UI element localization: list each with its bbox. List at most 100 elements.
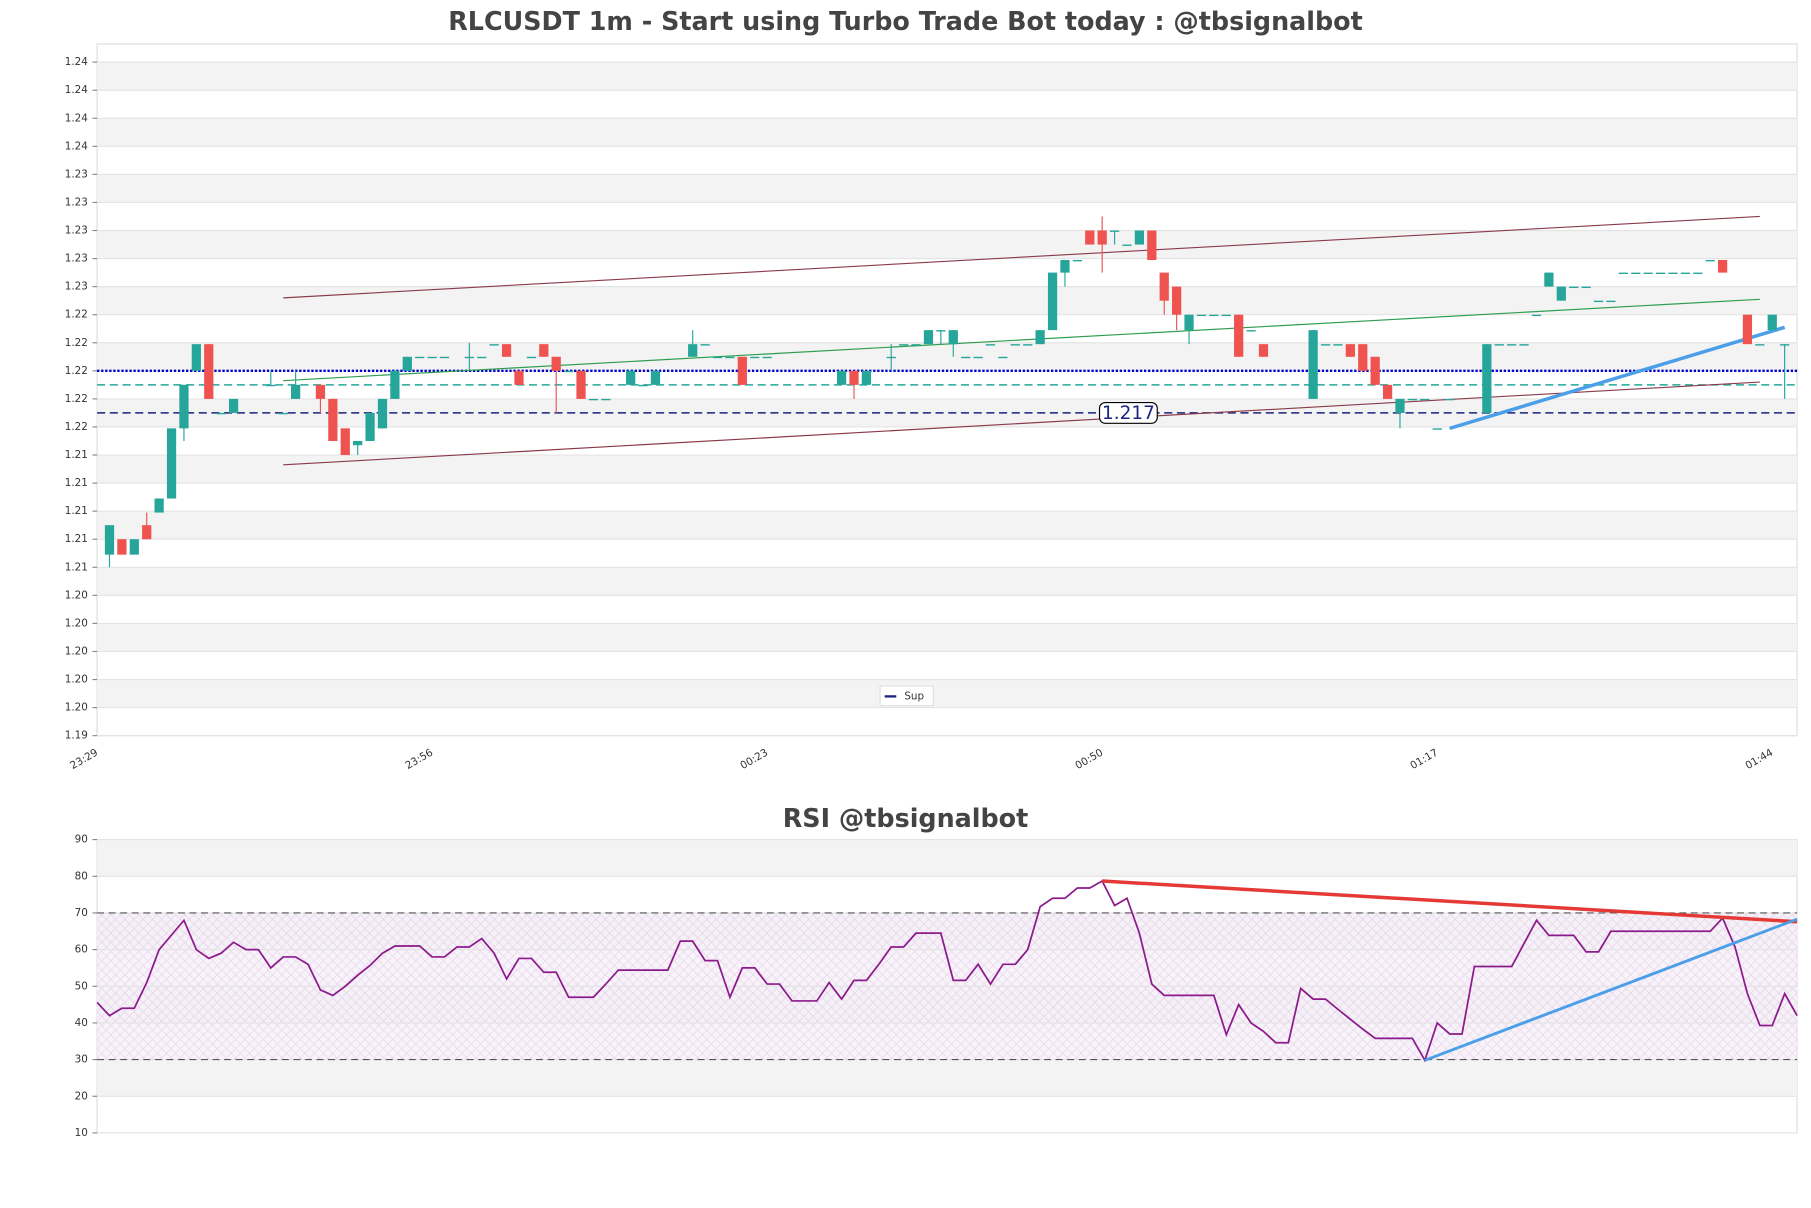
candle-body — [266, 384, 276, 387]
trendline — [1424, 917, 1798, 1062]
stripe — [97, 567, 1798, 596]
candle-body — [1755, 344, 1765, 346]
candle-body — [762, 356, 772, 359]
candle-body — [1159, 272, 1169, 301]
candle-body — [526, 356, 537, 359]
candle-body — [1023, 344, 1033, 346]
candle-body — [1531, 314, 1542, 317]
candle-body — [1209, 314, 1219, 317]
candle-body — [1085, 230, 1095, 245]
candle-body — [117, 539, 127, 555]
y-tick-label: 1.22 — [65, 337, 88, 349]
plot-area — [96, 43, 1798, 737]
y-tick-label: 1.21 — [65, 561, 88, 573]
legend-label: Sup — [904, 690, 924, 702]
y-tick-label: 90 — [75, 834, 88, 846]
candle-body — [1234, 314, 1244, 357]
candle-body — [998, 356, 1008, 359]
candle-body — [1134, 230, 1145, 245]
candle-body — [1196, 314, 1207, 317]
candle-body — [1556, 286, 1566, 301]
candle-body — [402, 356, 412, 371]
y-tick-label: 1.22 — [65, 309, 88, 321]
trendline — [1449, 325, 1786, 431]
y-tick-label: 1.23 — [65, 168, 88, 180]
y-tick-label: 1.20 — [65, 617, 88, 629]
y-tick-label: 1.24 — [65, 84, 88, 96]
stripe — [97, 230, 1798, 259]
candle-body — [1308, 330, 1318, 399]
candle-body — [1643, 272, 1653, 274]
candle-body — [650, 370, 661, 385]
candle-body — [377, 398, 388, 429]
candle-body — [936, 330, 946, 332]
stripe — [97, 839, 1798, 877]
candle-body — [1717, 259, 1728, 273]
candle-body — [1693, 272, 1703, 274]
candle-body — [166, 428, 177, 499]
y-tick-label: 70 — [75, 907, 88, 919]
candle-body — [1494, 344, 1504, 346]
candle-body — [142, 525, 152, 540]
candle-body — [1109, 230, 1120, 232]
candle-body — [1705, 259, 1715, 262]
candle-body — [501, 344, 512, 357]
candle-body — [737, 356, 747, 385]
candle-body — [700, 344, 710, 346]
candle-body — [886, 356, 896, 359]
candle-body — [1581, 286, 1591, 289]
candle-body — [1221, 314, 1231, 317]
candle-body — [514, 370, 524, 385]
candle-body — [154, 498, 164, 513]
y-tick-label: 1.21 — [65, 505, 88, 517]
candle-body — [861, 370, 872, 385]
candle-body — [1606, 300, 1616, 303]
candle-body — [539, 344, 549, 357]
y-tick-label: 1.23 — [65, 253, 88, 265]
candle-body — [1432, 428, 1442, 430]
candle-body — [216, 412, 226, 415]
candle-body — [973, 356, 983, 359]
candle-body — [1184, 314, 1194, 331]
trendline — [283, 215, 1760, 299]
candle-body — [1445, 398, 1455, 401]
candle-body — [1097, 230, 1107, 245]
legend-box — [879, 685, 934, 707]
candle-body — [836, 370, 847, 385]
candle-body — [985, 344, 996, 346]
stripe — [97, 455, 1798, 484]
stripe — [97, 623, 1798, 652]
level-label-box — [1098, 401, 1158, 424]
candle-body — [439, 356, 450, 359]
candle-body — [340, 428, 350, 456]
y-tick-label: 1.19 — [65, 730, 88, 742]
candle-body — [1767, 314, 1777, 331]
candle-body — [911, 344, 921, 346]
candle-body — [427, 356, 437, 359]
candle-body — [576, 370, 586, 399]
candle-body — [1333, 344, 1343, 346]
candle-body — [712, 356, 723, 359]
candle-body — [849, 370, 859, 385]
candle-body — [365, 412, 375, 441]
y-tick-label: 20 — [75, 1090, 88, 1102]
candle-body — [191, 344, 201, 371]
candle-body — [601, 398, 611, 401]
y-tick-label: 1.22 — [65, 393, 88, 405]
y-tick-label: 1.23 — [65, 225, 88, 237]
candle-body — [1631, 272, 1641, 274]
candle-body — [961, 356, 971, 359]
candle-body — [899, 344, 909, 346]
candle-body — [1407, 398, 1418, 401]
candle-body — [1047, 272, 1058, 331]
level-label: 1.217 — [1102, 403, 1155, 424]
candle-body — [1010, 344, 1020, 346]
y-tick-label: 1.22 — [65, 421, 88, 433]
chart-title: RSI @tbsignalbot — [783, 803, 1028, 833]
candle-body — [1320, 344, 1331, 346]
stripe — [97, 118, 1798, 147]
y-tick-label: 1.20 — [65, 589, 88, 601]
y-tick-label: 1.21 — [65, 533, 88, 545]
candle-body — [750, 356, 760, 359]
candle-body — [489, 344, 499, 346]
